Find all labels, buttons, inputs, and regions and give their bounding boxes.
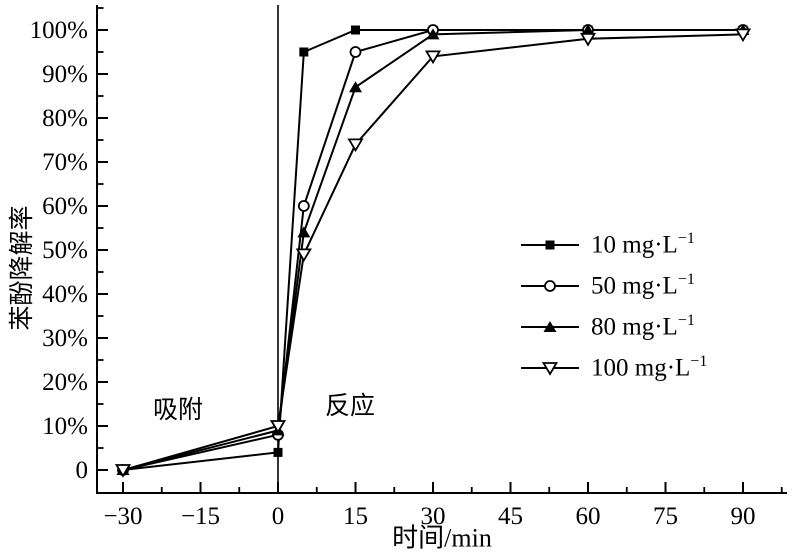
y-tick-label: 0 — [76, 457, 89, 484]
legend-swatch-filled-square — [521, 240, 579, 249]
legend-label: 100 mg·L−1 — [591, 352, 708, 382]
x-tick-label: 45 — [498, 503, 523, 530]
y-tick-label: 80% — [42, 105, 88, 132]
y-axis-title: 苯酚降解率 — [9, 205, 36, 331]
legend-marker-filled-triangle-up — [543, 320, 557, 332]
reaction-region-label: 反应 — [324, 393, 376, 420]
data-point-s0-t0 — [273, 447, 283, 457]
legend-item-1: 50 mg·L−1 — [521, 265, 707, 306]
y-tick-label: 50% — [42, 237, 88, 264]
data-point-s2-t60 — [581, 24, 595, 35]
data-point-s3-t5 — [295, 248, 312, 263]
legend-label: 80 mg·L−1 — [591, 311, 695, 341]
data-point-s3-t15 — [347, 138, 364, 153]
y-tick-label: 100% — [30, 17, 88, 44]
x-tick-label: −15 — [181, 503, 220, 530]
x-tick-label: 30 — [421, 503, 446, 530]
x-axis-title: 时间/min — [392, 523, 492, 553]
legend-marker-open-circle — [544, 279, 556, 292]
data-point-s2-t5 — [297, 226, 311, 238]
data-point-s3-t60 — [579, 32, 597, 47]
y-tick-label: 90% — [42, 61, 88, 88]
x-tick-label: 60 — [576, 503, 601, 530]
x-tick-label: 90 — [731, 503, 756, 530]
data-point-s2-t15 — [349, 81, 363, 93]
data-point-s0-t15 — [351, 25, 361, 35]
x-tick-label: 0 — [272, 503, 285, 530]
y-tick-label: 10% — [42, 413, 88, 440]
data-point-s3-t-30 — [114, 464, 132, 478]
y-tick-label: 60% — [42, 193, 88, 220]
x-tick-label: −30 — [103, 503, 142, 530]
y-tick-label: 70% — [42, 149, 88, 176]
data-point-s1-t15 — [349, 46, 362, 58]
legend-label: 10 mg·L−1 — [591, 229, 695, 259]
legend-item-3: 100 mg·L−1 — [521, 347, 707, 388]
y-tick-label: 40% — [42, 281, 88, 308]
legend-swatch-filled-triangle-up — [521, 320, 579, 332]
data-point-s3-t30 — [424, 50, 442, 65]
data-point-s2-t30 — [426, 28, 440, 40]
data-point-s3-t90 — [734, 28, 752, 43]
data-point-s3-t0 — [269, 420, 287, 434]
legend-item-0: 10 mg·L−1 — [521, 224, 707, 265]
x-tick-label: 75 — [653, 503, 678, 530]
legend-item-2: 80 mg·L−1 — [521, 306, 707, 347]
data-point-s0-t5 — [299, 47, 309, 57]
legend-swatch-open-circle — [521, 279, 579, 292]
legend-label: 50 mg·L−1 — [591, 270, 695, 300]
y-tick-label: 30% — [42, 325, 88, 352]
data-point-s1-t5 — [297, 200, 310, 212]
y-tick-label: 20% — [42, 369, 88, 396]
legend: 10 mg·L−1 50 mg·L−1 80 mg·L−1 100 mg·L−1 — [521, 224, 707, 388]
adsorption-region-label: 吸附 — [152, 397, 204, 424]
legend-swatch-open-triangle-down — [521, 361, 579, 376]
x-tick-label: 15 — [343, 503, 368, 530]
legend-marker-filled-square — [545, 240, 555, 249]
legend-marker-open-triangle-down — [541, 361, 559, 376]
